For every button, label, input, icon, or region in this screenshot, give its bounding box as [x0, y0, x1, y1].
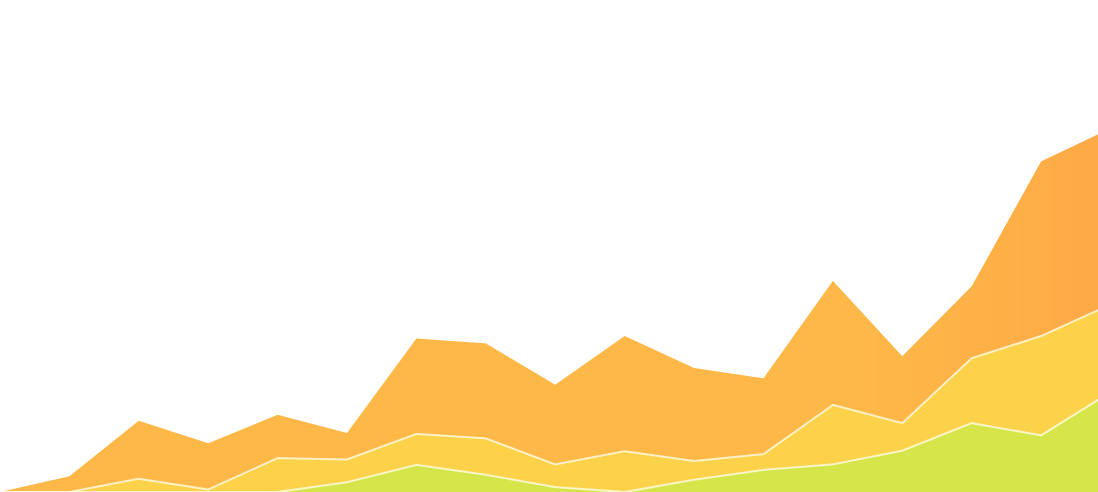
area-series-2: [0, 310, 1098, 492]
areas-layer: [0, 134, 1098, 492]
area-series-1: [0, 399, 1098, 492]
boundary-lines-layer: [0, 309, 1098, 492]
series-boundary-line-2: [0, 309, 1098, 492]
series-boundary-line-1: [0, 398, 1098, 492]
area-series-3: [0, 134, 1098, 492]
